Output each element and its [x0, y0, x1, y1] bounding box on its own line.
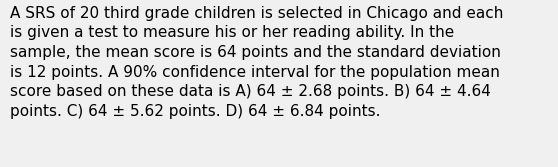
Text: A SRS of 20 third grade children is selected in Chicago and each
is given a test: A SRS of 20 third grade children is sele… [10, 6, 503, 119]
